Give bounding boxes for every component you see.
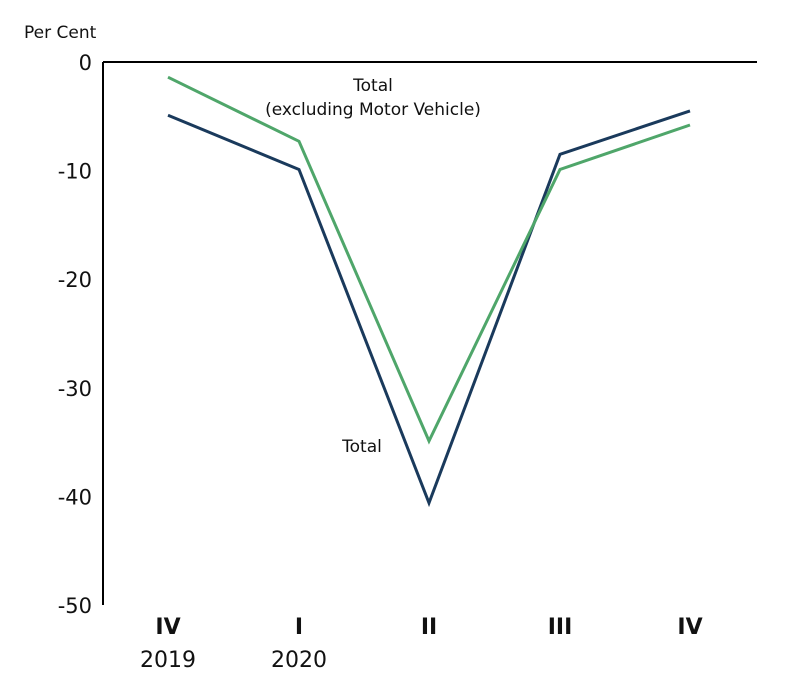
x-tick-label: III — [548, 615, 573, 640]
x-year-label: 2019 — [140, 648, 196, 673]
y-tick-label: -50 — [58, 594, 92, 618]
x-tick-label: II — [421, 615, 437, 640]
y-tick-label: -20 — [58, 268, 92, 292]
series-line — [167, 109, 691, 508]
series-line — [167, 75, 691, 445]
annotation-excl-motor-line1: Total — [352, 76, 393, 96]
y-axis-unit-label: Per Cent — [24, 23, 97, 43]
x-tick-label: IV — [155, 615, 180, 640]
x-tick-label: I — [295, 615, 303, 640]
y-tick-label: -40 — [58, 485, 92, 509]
x-tick-label: IV — [677, 615, 702, 640]
y-tick-label: 0 — [79, 51, 92, 75]
y-tick-label: -30 — [58, 377, 92, 401]
y-tick-label: -10 — [58, 160, 92, 184]
y-axis-ticks: 0 -10 -20 -30 -40 -50 — [58, 51, 92, 618]
x-year-label: 2020 — [271, 648, 327, 673]
annotation-total: Total — [341, 437, 382, 457]
annotation-excl-motor-line2: (excluding Motor Vehicle) — [265, 100, 481, 120]
series-lines — [167, 75, 691, 508]
